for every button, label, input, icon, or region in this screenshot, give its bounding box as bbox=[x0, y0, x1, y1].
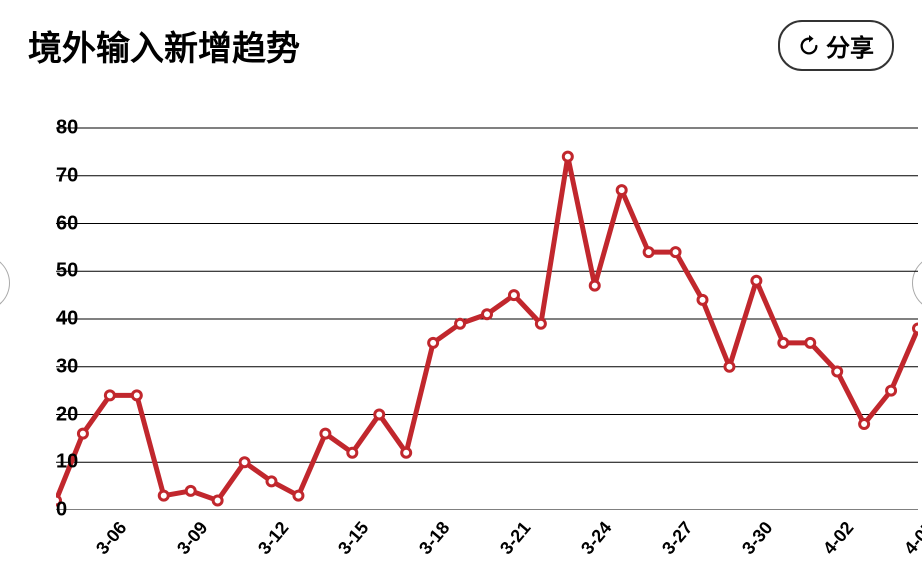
data-point bbox=[536, 319, 545, 328]
data-point bbox=[186, 486, 195, 495]
data-point bbox=[105, 391, 114, 400]
data-point bbox=[456, 319, 465, 328]
x-tick-label: 3-27 bbox=[648, 510, 696, 559]
x-tick-label: 4-05 bbox=[891, 510, 922, 559]
data-point bbox=[914, 324, 919, 333]
data-point bbox=[563, 152, 572, 161]
x-tick-label: 3-30 bbox=[729, 510, 777, 559]
data-point bbox=[779, 338, 788, 347]
data-point bbox=[78, 429, 87, 438]
data-point bbox=[752, 276, 761, 285]
data-point bbox=[402, 448, 411, 457]
page-title: 境外输入新增趋势 bbox=[28, 21, 300, 70]
x-tick-label: 3-09 bbox=[164, 510, 212, 559]
series-line bbox=[56, 157, 918, 501]
data-point bbox=[833, 367, 842, 376]
line-chart: 0 10 20 30 40 50 60 70 80 3-06 3-09 3-12 3-15 3-18 3-2… bbox=[0, 120, 922, 582]
x-tick-label: 3-15 bbox=[325, 510, 373, 559]
data-point bbox=[671, 248, 680, 257]
x-tick-label: 3-21 bbox=[487, 510, 535, 559]
data-point bbox=[375, 410, 384, 419]
x-tick-label: 3-24 bbox=[568, 510, 616, 559]
y-tick-label: 40 bbox=[56, 308, 62, 331]
x-tick-label: 4-02 bbox=[810, 510, 858, 559]
data-point bbox=[240, 458, 249, 467]
data-point bbox=[294, 491, 303, 500]
y-tick-label: 80 bbox=[56, 117, 62, 140]
data-point bbox=[267, 477, 276, 486]
data-point bbox=[509, 291, 518, 300]
y-tick-label: 30 bbox=[56, 355, 62, 378]
data-point bbox=[483, 310, 492, 319]
data-point bbox=[860, 420, 869, 429]
data-point bbox=[321, 429, 330, 438]
data-point bbox=[887, 386, 896, 395]
y-tick-label: 50 bbox=[56, 260, 62, 283]
chart-svg bbox=[56, 120, 918, 510]
x-tick-label: 3-12 bbox=[244, 510, 292, 559]
x-tick-label: 3-18 bbox=[406, 510, 454, 559]
x-tick-label: 3-06 bbox=[83, 510, 131, 559]
data-point bbox=[806, 338, 815, 347]
data-point bbox=[213, 496, 222, 505]
data-point bbox=[348, 448, 357, 457]
data-point bbox=[159, 491, 168, 500]
y-tick-label: 20 bbox=[56, 403, 62, 426]
data-point bbox=[590, 281, 599, 290]
y-tick-label: 10 bbox=[56, 451, 62, 474]
y-tick-label: 0 bbox=[56, 499, 62, 522]
data-point bbox=[429, 338, 438, 347]
refresh-icon bbox=[798, 35, 820, 57]
data-point bbox=[617, 186, 626, 195]
data-point bbox=[132, 391, 141, 400]
data-point bbox=[698, 295, 707, 304]
data-point bbox=[725, 362, 734, 371]
y-tick-label: 70 bbox=[56, 164, 62, 187]
data-point bbox=[644, 248, 653, 257]
y-tick-label: 60 bbox=[56, 212, 62, 235]
share-button[interactable]: 分享 bbox=[778, 20, 894, 71]
share-button-label: 分享 bbox=[826, 28, 874, 63]
